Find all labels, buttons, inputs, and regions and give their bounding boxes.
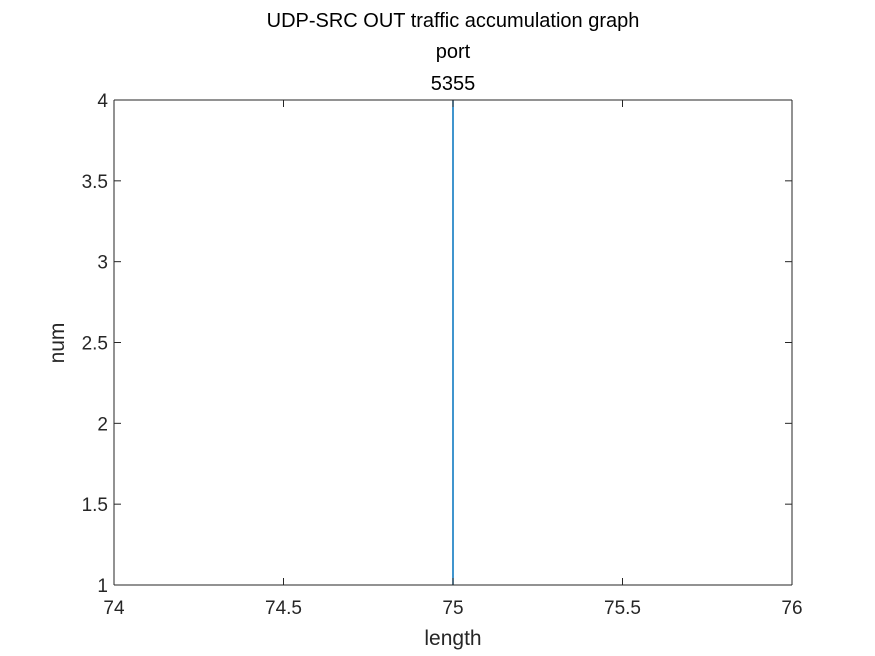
y-tick-label: 3 xyxy=(97,253,108,274)
chart-title-line-2: port xyxy=(436,41,471,63)
y-tick-label: 2.5 xyxy=(82,334,108,355)
x-tick-label: 74.5 xyxy=(265,598,302,619)
x-axis-label: length xyxy=(424,627,481,650)
chart-title-line-3: 5355 xyxy=(431,73,476,95)
x-tick-label: 74 xyxy=(103,598,125,619)
x-tick-label: 75.5 xyxy=(604,598,641,619)
x-tick-label: 75 xyxy=(442,598,463,619)
x-tick-label: 76 xyxy=(781,598,802,619)
ticks-layer: 74 74.5 75 75.5 76 1 1.5 2 2.5 3 3.5 4 xyxy=(82,91,803,619)
y-axis-label: num xyxy=(46,323,69,364)
y-tick-label: 2 xyxy=(97,414,108,435)
y-tick-label: 1.5 xyxy=(82,495,108,516)
chart-title-line-1: UDP-SRC OUT traffic accumulation graph xyxy=(267,10,640,32)
chart-title: UDP-SRC OUT traffic accumulation graph p… xyxy=(267,10,640,95)
y-tick-label: 3.5 xyxy=(82,172,108,193)
y-tick-label: 1 xyxy=(97,576,108,597)
y-tick-label: 4 xyxy=(97,91,108,112)
